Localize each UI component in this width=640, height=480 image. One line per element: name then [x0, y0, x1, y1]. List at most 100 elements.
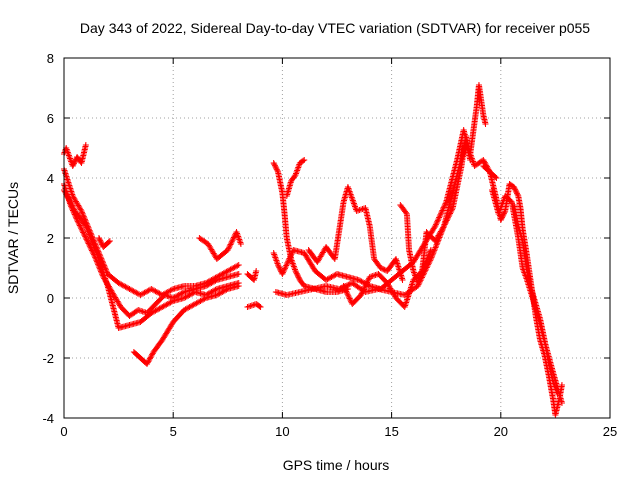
data-point	[497, 217, 504, 223]
data-point	[275, 263, 282, 270]
data-point	[86, 232, 93, 239]
data-point	[81, 232, 88, 239]
data-point	[380, 266, 387, 273]
data-point	[80, 229, 87, 236]
data-point	[75, 219, 82, 226]
data-point	[437, 211, 444, 218]
data-point	[431, 224, 438, 231]
data-point	[69, 163, 76, 169]
data-point	[77, 206, 84, 213]
data-point	[90, 242, 97, 249]
data-point	[347, 296, 354, 303]
data-point	[419, 268, 426, 274]
data-point	[512, 187, 519, 194]
data-point	[284, 259, 291, 266]
data-point	[82, 233, 89, 240]
data-point	[445, 213, 452, 220]
data-point	[224, 247, 231, 253]
data-point	[285, 256, 292, 263]
data-point	[434, 217, 441, 224]
data-point	[301, 157, 308, 163]
data-point	[71, 159, 78, 166]
data-point	[85, 228, 92, 235]
data-point	[98, 240, 105, 247]
data-point	[448, 207, 455, 214]
y-tick-label: 2	[47, 231, 54, 246]
data-point	[280, 269, 287, 276]
data-point	[82, 235, 89, 241]
data-point	[280, 268, 287, 275]
data-point	[96, 236, 103, 243]
data-point	[226, 242, 233, 249]
data-point	[97, 237, 104, 244]
data-point	[419, 266, 426, 273]
data-point	[273, 166, 280, 173]
data-point	[144, 359, 151, 366]
data-point	[358, 292, 365, 298]
data-point	[274, 167, 281, 174]
data-point	[145, 358, 152, 365]
data-point	[148, 353, 155, 359]
data-point	[92, 245, 99, 252]
data-point	[271, 161, 278, 168]
data-point	[276, 264, 283, 271]
data-point	[230, 235, 237, 242]
series-track-s	[489, 187, 565, 406]
y-tick-label: 6	[47, 111, 54, 126]
data-point	[227, 241, 234, 248]
data-point	[300, 157, 307, 164]
data-point	[499, 213, 506, 220]
data-point	[146, 357, 153, 363]
data-point	[434, 218, 441, 225]
data-point	[341, 284, 348, 291]
data-point	[235, 271, 242, 277]
data-point	[433, 243, 440, 250]
y-axis-label: SDTVAR / TECUs	[5, 182, 21, 294]
data-point	[343, 288, 350, 295]
data-point	[226, 244, 233, 251]
series-track-g	[196, 229, 244, 262]
data-point	[438, 210, 445, 217]
data-point	[514, 191, 521, 198]
data-point	[558, 400, 565, 406]
axes: 0 5 10 15 20 25 -4 -2 0 2 4 6 8	[42, 51, 617, 439]
x-tick-label: 10	[275, 424, 289, 439]
data-point	[89, 238, 96, 245]
data-point	[87, 234, 94, 241]
x-tick-label: 15	[384, 424, 398, 439]
data-point	[66, 198, 73, 205]
data-point	[364, 278, 371, 285]
data-point	[361, 285, 368, 292]
data-point	[399, 277, 406, 283]
data-point	[270, 160, 277, 166]
data-point	[95, 235, 102, 241]
data-point	[228, 238, 235, 245]
data-point	[212, 277, 219, 284]
data-point	[67, 199, 74, 206]
data-point	[283, 261, 290, 268]
data-point	[342, 287, 349, 294]
data-point	[253, 268, 260, 274]
data-point	[424, 255, 431, 262]
data-point	[481, 158, 488, 165]
data-point	[66, 196, 73, 203]
data-point	[295, 273, 301, 280]
data-point	[426, 251, 433, 258]
data-point	[363, 280, 370, 287]
data-point	[212, 286, 219, 293]
data-point	[292, 268, 299, 274]
data-point	[402, 209, 409, 216]
data-point	[92, 247, 99, 254]
data-point	[511, 185, 518, 192]
data-point	[84, 227, 91, 234]
data-point	[558, 382, 565, 388]
data-point	[88, 235, 95, 242]
data-point	[441, 221, 448, 228]
data-point	[83, 236, 90, 243]
data-point	[443, 217, 450, 224]
data-point	[85, 230, 92, 237]
data-point	[358, 290, 365, 297]
data-point	[281, 266, 288, 273]
data-point	[89, 240, 96, 247]
